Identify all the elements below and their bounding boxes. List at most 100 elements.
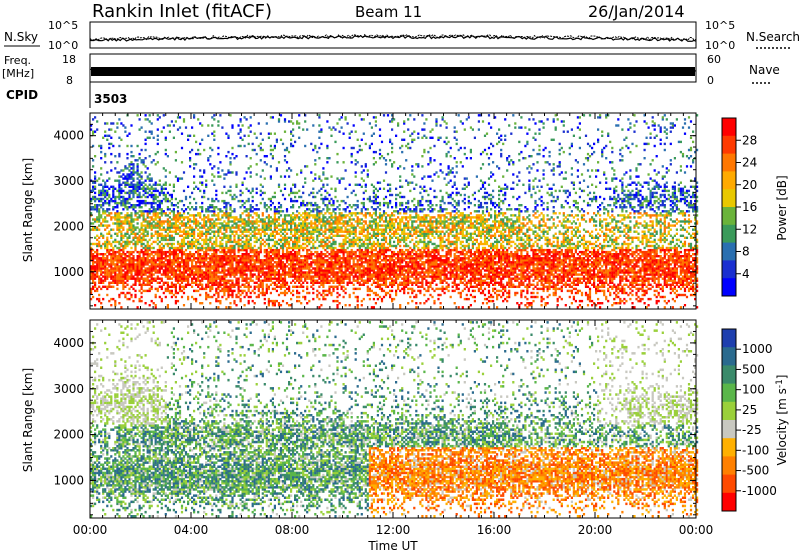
range-cell [124,278,126,280]
range-cell [92,208,94,210]
range-cell [137,114,139,116]
range-cell [179,278,181,280]
range-cell [137,233,139,235]
range-cell [177,180,179,182]
range-cell [155,163,157,165]
range-cell [92,118,94,120]
range-cell [165,188,167,190]
range-cell [104,243,106,245]
range-cell [116,190,118,192]
range-cell [128,288,130,290]
range-cell [173,243,175,245]
range-cell [106,171,108,173]
range-cell [155,188,157,190]
range-cell [92,267,94,269]
range-cell [151,186,153,188]
range-cell [102,286,104,288]
range-cell [139,204,141,206]
range-cell [134,210,136,212]
range-cell [141,210,143,212]
range-cell [104,273,106,275]
range-cell [141,214,143,216]
range-cell [126,198,128,200]
range-cell [153,208,155,210]
range-cell [100,173,102,175]
range-cell [145,157,147,159]
range-cell [94,237,96,239]
range-cell [120,243,122,245]
range-cell [114,196,116,198]
range-cell [130,253,132,255]
range-cell [120,267,122,269]
range-cell [122,257,124,259]
range-cell [175,233,177,235]
range-cell [132,194,134,196]
range-cell [130,286,132,288]
range-cell [132,288,134,290]
range-cell [151,300,153,302]
range-cell [118,184,120,186]
range-cell [134,273,136,275]
range-cell [177,278,179,280]
range-cell [163,198,165,200]
range-cell [145,218,147,220]
range-cell [155,182,157,184]
range-cell [92,206,94,208]
range-cell [110,263,112,265]
range-cell [185,284,187,286]
range-cell [134,290,136,292]
range-cell [98,257,100,259]
range-cell [134,278,136,280]
range-cell [169,257,171,259]
range-cell [147,210,149,212]
range-cell [141,224,143,226]
range-cell [132,155,134,157]
range-cell [155,241,157,243]
range-cell [159,257,161,259]
range-cell [149,180,151,182]
range-cell [137,243,139,245]
range-cell [110,267,112,269]
range-cell [100,263,102,265]
range-cell [92,196,94,198]
range-cell [106,263,108,265]
range-cell [149,208,151,210]
range-cell [130,161,132,163]
range-cell [110,161,112,163]
range-cell [106,202,108,204]
range-cell [159,204,161,206]
range-cell [175,302,177,304]
range-cell [126,239,128,241]
range-cell [141,159,143,161]
range-cell [122,216,124,218]
range-cell [98,275,100,277]
range-cell [108,259,110,261]
range-cell [149,131,151,133]
range-cell [114,267,116,269]
range-cell [181,239,183,241]
range-cell [124,294,126,296]
range-cell [177,243,179,245]
range-cell [104,278,106,280]
range-cell [145,204,147,206]
range-cell [175,253,177,255]
range-cell [130,145,132,147]
range-cell [163,194,165,196]
range-cell [116,241,118,243]
range-cell [102,282,104,284]
range-cell [132,263,134,265]
range-cell [112,186,114,188]
range-cell [134,233,136,235]
range-cell [159,184,161,186]
range-cell [134,249,136,251]
range-cell [118,171,120,173]
range-cell [163,184,165,186]
range-cell [134,204,136,206]
range-cell [118,175,120,177]
range-cell [94,218,96,220]
range-cell [169,216,171,218]
range-cell [149,224,151,226]
range-cell [116,278,118,280]
range-cell [151,224,153,226]
range-cell [147,263,149,265]
